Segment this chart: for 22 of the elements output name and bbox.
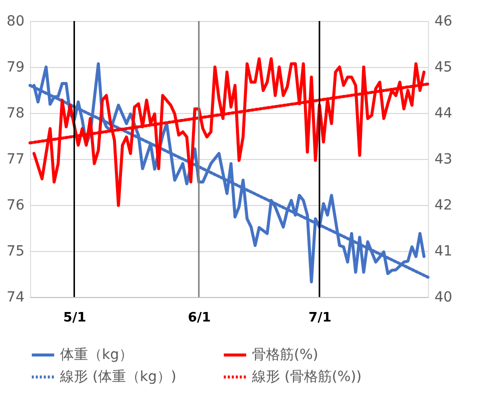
y-tick-label: 78 (6, 106, 24, 122)
y2-tick-label: 44 (434, 106, 452, 122)
x-tick-label: 7/1 (308, 310, 332, 326)
y-tick-label: 76 (6, 198, 25, 214)
y2-tick-label: 42 (434, 198, 452, 214)
legend-label: 線形 (骨格筋(%)) (251, 369, 362, 385)
legend-label: 骨格筋(%) (252, 347, 318, 363)
legend-label: 線形 (体重（kg）) (59, 369, 176, 385)
y2-tick-label: 46 (434, 14, 452, 30)
line-series (32, 57, 426, 207)
y-tick-label: 74 (6, 290, 25, 306)
x-tick-label: 6/1 (188, 310, 211, 326)
legend-label: 体重（kg） (60, 347, 133, 363)
y-tick-label: 75 (6, 244, 24, 260)
y2-tick-label: 43 (434, 152, 452, 168)
x-tick-label: 5/1 (63, 310, 86, 326)
y-tick-label: 79 (6, 60, 24, 76)
y-tick-label: 77 (6, 152, 24, 168)
y-tick-label: 80 (6, 14, 24, 30)
y2-tick-label: 45 (434, 60, 452, 76)
y2-tick-label: 40 (434, 290, 452, 306)
y2-tick-label: 41 (434, 244, 452, 260)
